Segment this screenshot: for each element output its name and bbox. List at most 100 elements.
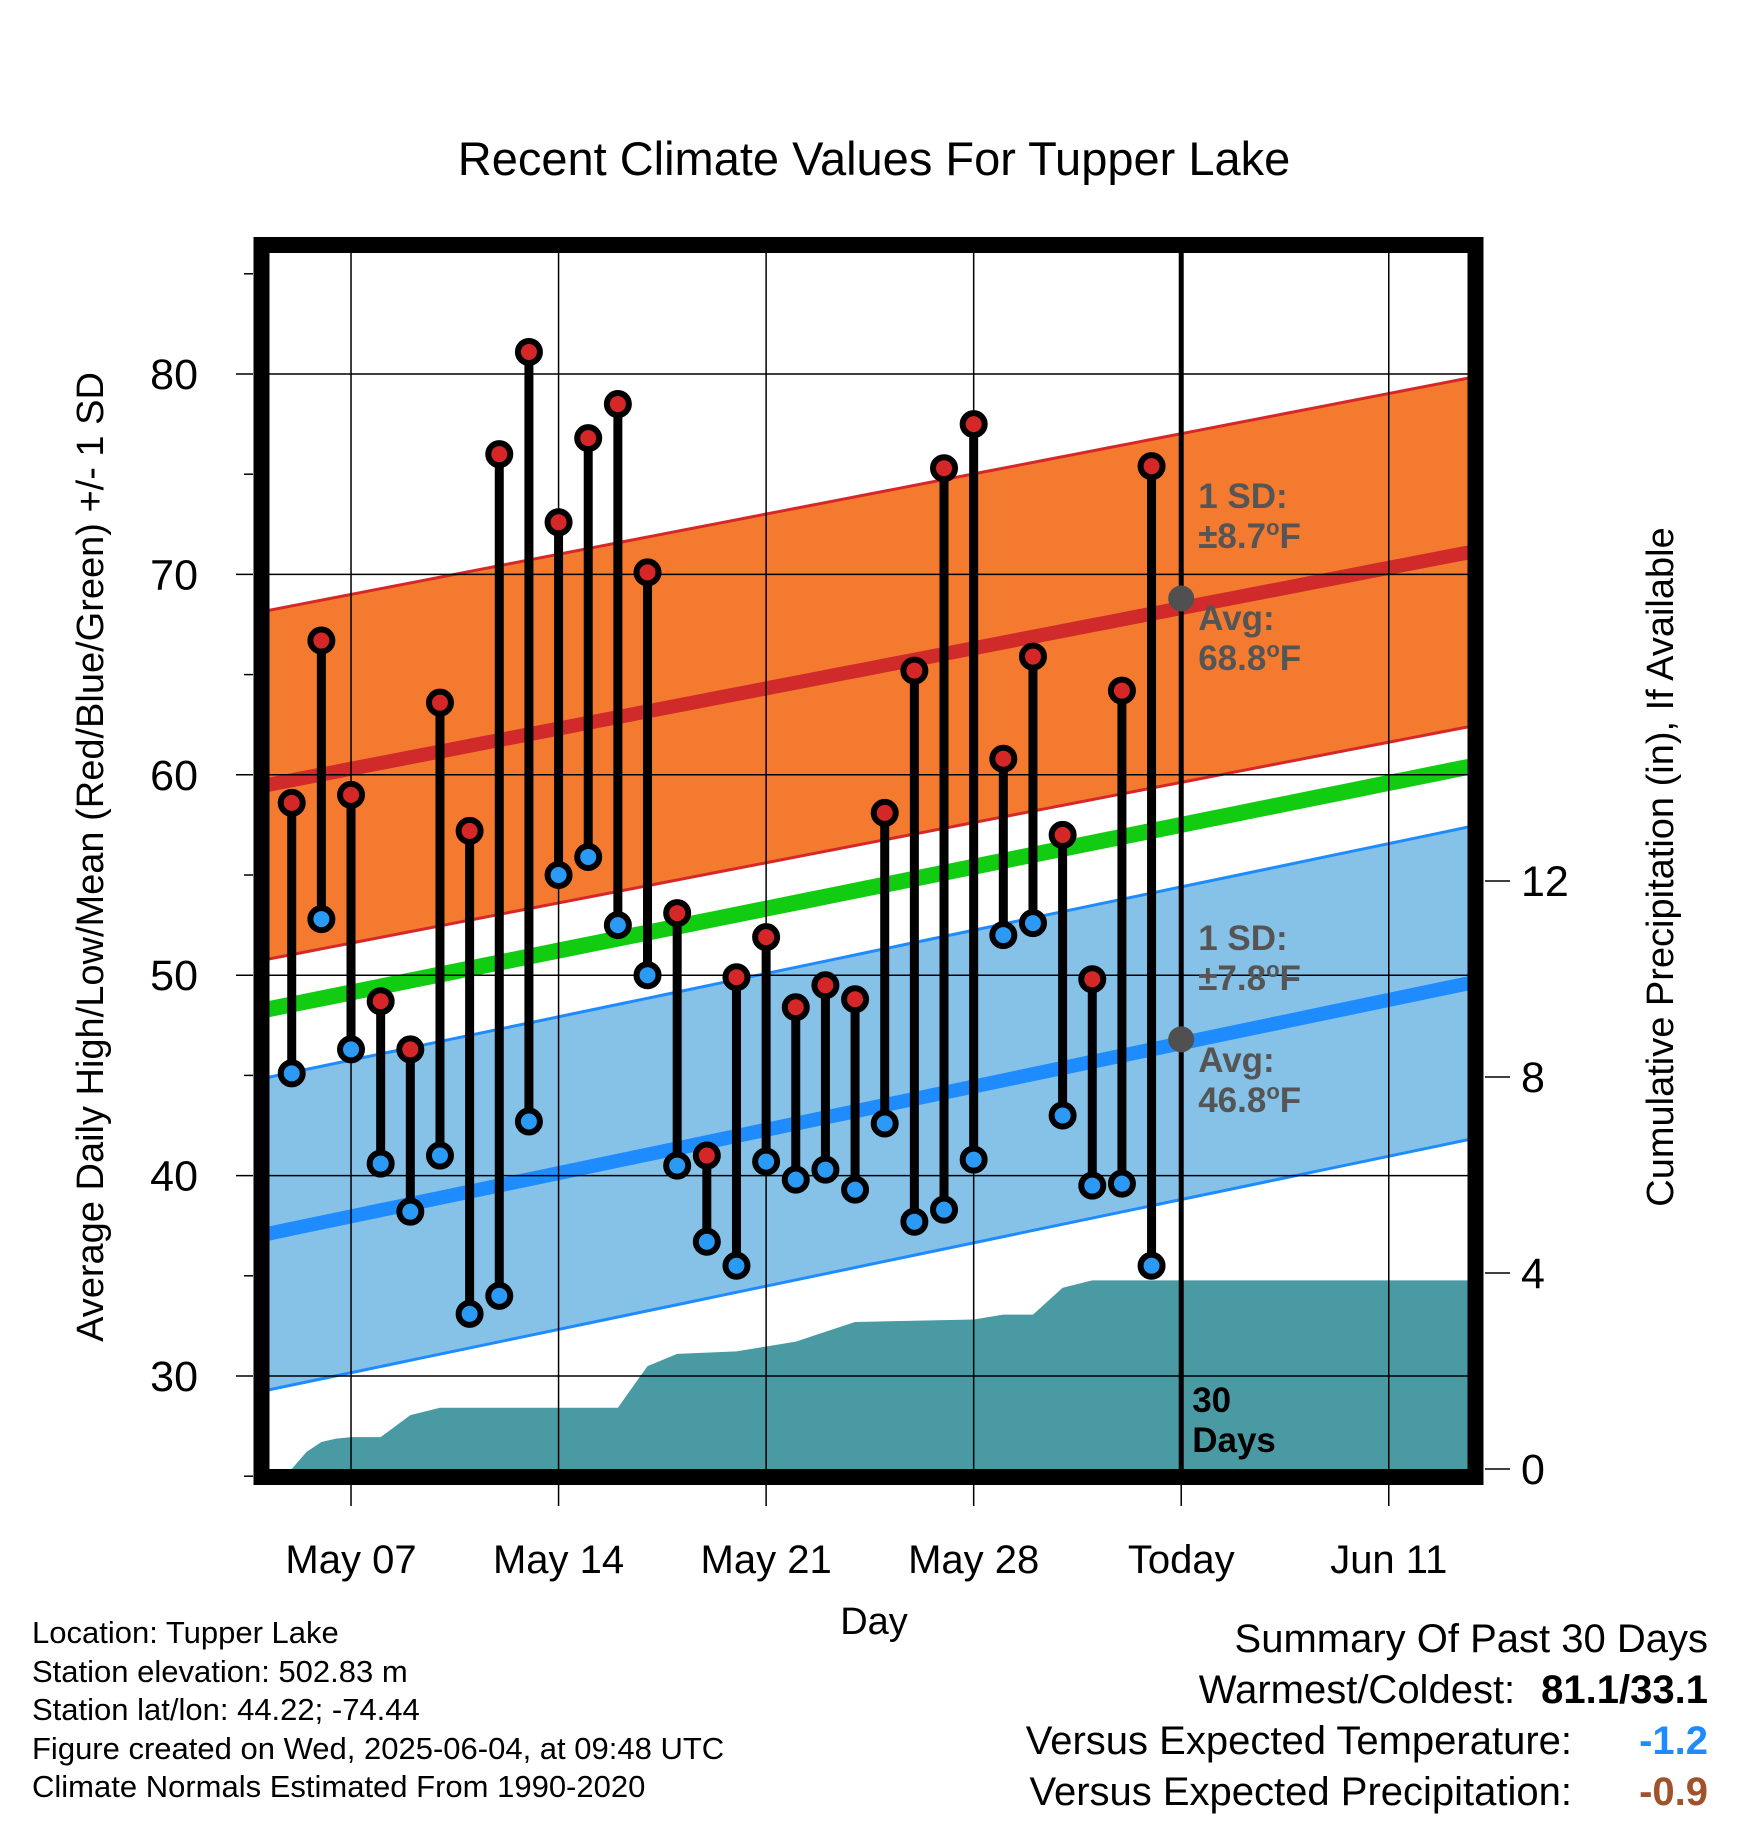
- high-avg-annotation: Avg: 68.8oF: [1198, 599, 1301, 678]
- high-sd-annotation-value: ±8.7: [1198, 517, 1266, 556]
- y2-tick-label-8: 8: [1521, 1054, 1545, 1102]
- high-point: [307, 626, 336, 655]
- y-tick-label-60: 60: [150, 752, 198, 800]
- x-axis-label: Day: [840, 1601, 908, 1643]
- x-tick-label-21: May 21: [701, 1538, 832, 1582]
- low-point: [337, 1035, 366, 1064]
- high-avg-annotation-unit: F: [1280, 639, 1301, 678]
- low-point: [900, 1207, 929, 1236]
- high-point: [811, 971, 840, 1000]
- high-point: [1107, 676, 1136, 705]
- low-avg-annotation-unit: F: [1280, 1081, 1301, 1120]
- high-point: [1018, 642, 1047, 671]
- low-point: [633, 961, 662, 990]
- normal-high-line: [268, 545, 1469, 792]
- location-text: Location: Tupper Lake: [32, 1615, 339, 1650]
- summary-panel: Summary Of Past 30 Days Warmest/Coldest:…: [1026, 1617, 1708, 1821]
- low-avg-marker: [1168, 1026, 1195, 1053]
- high-sd-annotation-line1: 1 SD:: [1198, 477, 1287, 516]
- precip-label: Versus Expected Precipitation:: [1029, 1770, 1572, 1814]
- y2-tick-label-12: 12: [1521, 858, 1569, 906]
- low-point: [574, 842, 603, 871]
- high-sd-annotation: 1 SD: ±8.7oF: [1198, 477, 1301, 556]
- high-point: [663, 899, 692, 928]
- high-point: [1078, 965, 1107, 994]
- low-point: [663, 1151, 692, 1180]
- days-label-word: Days: [1192, 1421, 1276, 1460]
- summary-title: Summary Of Past 30 Days: [1234, 1617, 1708, 1661]
- temp-label: Versus Expected Temperature:: [1025, 1719, 1572, 1763]
- x-tick-label-14: May 14: [493, 1538, 624, 1582]
- plot-frame: [253, 237, 1484, 1485]
- high-point: [841, 985, 870, 1014]
- high-point: [752, 923, 781, 952]
- low-avg-annotation-value: 46.8: [1198, 1081, 1266, 1120]
- summary-title-row: Summary Of Past 30 Days: [1026, 1617, 1708, 1668]
- low-point: [870, 1109, 899, 1138]
- y-tick-label-80: 80: [150, 351, 198, 399]
- days-label-count: 30: [1192, 1381, 1231, 1420]
- low-point: [277, 1059, 306, 1088]
- high-point: [574, 424, 603, 453]
- high-point: [1137, 452, 1166, 481]
- low-point: [425, 1141, 454, 1170]
- low-sd-annotation-line1: 1 SD:: [1198, 919, 1287, 958]
- low-point: [1048, 1101, 1077, 1130]
- low-point: [811, 1155, 840, 1184]
- high-avg-annotation-value: 68.8: [1198, 639, 1266, 678]
- low-point: [307, 905, 336, 934]
- high-point: [396, 1035, 425, 1064]
- x-tick-label-28: May 28: [908, 1538, 1039, 1582]
- y2-tick-label-0: 0: [1521, 1446, 1545, 1494]
- high-point: [1048, 820, 1077, 849]
- high-point: [277, 788, 306, 817]
- low-point: [485, 1281, 514, 1310]
- station-info: Location: Tupper Lake Station elevation:…: [32, 1614, 724, 1807]
- low-point: [1137, 1251, 1166, 1280]
- low-point: [1018, 909, 1047, 938]
- axes: 30 40 50 60 70 80 0 4 8 12 May 07 May 14 May 21 May 2…: [150, 237, 1569, 1582]
- low-point: [455, 1299, 484, 1328]
- high-point: [722, 963, 751, 992]
- low-sd-annotation-value: ±7.8: [1198, 959, 1266, 998]
- normal-low-band-lower-edge: [268, 1138, 1469, 1392]
- x-tick-label-42: Jun 11: [1330, 1538, 1447, 1582]
- high-point: [959, 410, 988, 439]
- high-avg-annotation-line1: Avg:: [1198, 599, 1274, 638]
- low-point: [752, 1147, 781, 1176]
- high-point: [692, 1141, 721, 1170]
- low-sd-annotation-degree: o: [1266, 957, 1279, 982]
- low-sd-annotation-unit: F: [1280, 959, 1301, 998]
- normal-high-band-upper-edge: [268, 376, 1469, 612]
- low-point: [366, 1149, 395, 1178]
- summary-precip-row: Versus Expected Precipitation: -0.9: [1026, 1770, 1708, 1821]
- high-sd-annotation-unit: F: [1280, 517, 1301, 556]
- low-sd-annotation: 1 SD: ±7.8oF: [1198, 919, 1301, 998]
- high-point: [514, 337, 543, 366]
- created-text: Figure created on Wed, 2025-06-04, at 09…: [32, 1730, 725, 1766]
- high-avg-marker: [1168, 585, 1195, 612]
- y-axis-label: Average Daily High/Low/Mean (Red/Blue/Gr…: [70, 372, 112, 1342]
- y-tick-label-40: 40: [150, 1153, 198, 1201]
- high-avg-annotation-degree: o: [1266, 637, 1279, 662]
- high-point: [603, 390, 632, 419]
- low-point: [989, 921, 1018, 950]
- high-point: [366, 987, 395, 1016]
- precip-area: [291, 1280, 1469, 1469]
- high-point: [633, 558, 662, 587]
- days-label: 30 Days: [1192, 1381, 1276, 1460]
- x-tick-label-35: Today: [1128, 1538, 1235, 1582]
- high-point: [930, 454, 959, 483]
- summary-warm-cold-row: Warmest/Coldest: 81.1/33.1: [1026, 1668, 1708, 1719]
- low-point: [841, 1175, 870, 1204]
- low-point: [722, 1251, 751, 1280]
- low-point: [544, 861, 573, 889]
- high-point: [425, 688, 454, 717]
- y2-tick-label-4: 4: [1521, 1250, 1545, 1298]
- low-point: [1107, 1169, 1136, 1198]
- chart-title: Recent Climate Values For Tupper Lake: [458, 132, 1290, 185]
- high-point: [337, 780, 366, 809]
- high-point: [544, 508, 573, 537]
